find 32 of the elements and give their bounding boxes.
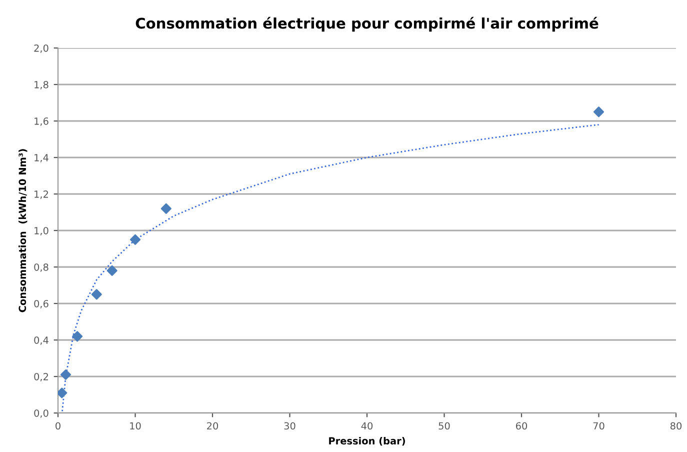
x-tick-label: 70 xyxy=(593,422,604,430)
point xyxy=(593,106,604,118)
y-tick-label: 1,6 xyxy=(34,117,48,126)
point xyxy=(130,234,141,245)
point xyxy=(60,369,72,380)
x-tick-label: 50 xyxy=(438,422,450,430)
point xyxy=(72,331,83,342)
point xyxy=(160,203,172,214)
point xyxy=(91,289,102,300)
y-axis-title: Consommation (kWh/10 Nm³) xyxy=(18,149,28,312)
x-tick-label: 10 xyxy=(130,422,141,430)
x-tick-label: 30 xyxy=(284,422,296,430)
x-tick-label: 80 xyxy=(670,422,682,430)
y-tick-label: 1,2 xyxy=(34,190,48,199)
y-tick-label: 0,2 xyxy=(34,372,48,382)
line-series xyxy=(62,124,600,412)
point xyxy=(58,388,68,398)
x-axis-title: Pression (bar) xyxy=(329,436,405,446)
x-tick-label: 40 xyxy=(361,422,373,430)
y-tick-label: 0,0 xyxy=(34,409,48,418)
x-tick-label: 0 xyxy=(56,422,60,430)
x-tick-label: 20 xyxy=(207,422,218,430)
x-tick-label: 60 xyxy=(516,422,528,430)
y-tick-label: 1,4 xyxy=(34,154,48,162)
y-tick-label: 2,0 xyxy=(34,44,48,53)
point xyxy=(106,265,118,276)
y-tick-label: 1,8 xyxy=(34,80,48,90)
y-tick-label: 1,0 xyxy=(34,226,48,236)
y-tick-label: 0,6 xyxy=(34,300,48,308)
y-tick-label: 0,4 xyxy=(34,336,48,345)
y-tick-label: 0,8 xyxy=(34,263,48,272)
chart-title: Consommation électrique pour compirmé l'air comprimé xyxy=(136,16,598,32)
